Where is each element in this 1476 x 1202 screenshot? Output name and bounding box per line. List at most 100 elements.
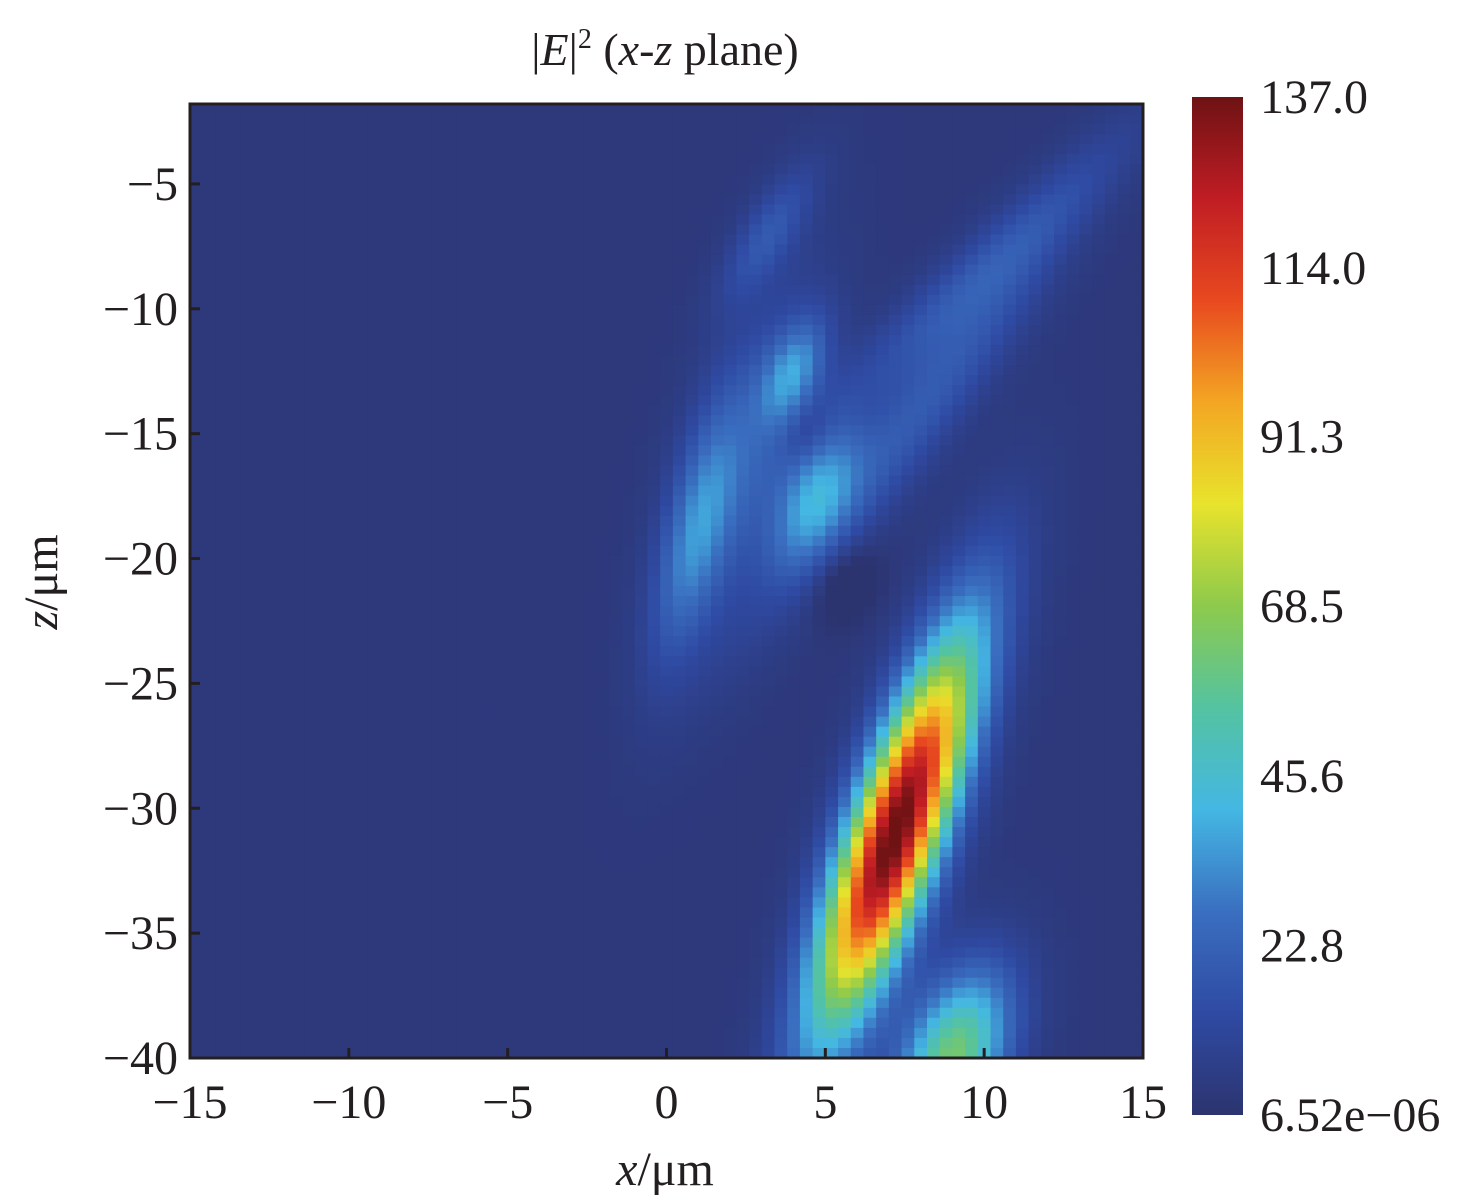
- heatmap-cell: [926, 656, 941, 667]
- heatmap-cell: [253, 565, 267, 577]
- heatmap-cell: [545, 636, 560, 647]
- heatmap-cell: [710, 395, 725, 406]
- heatmap-cell: [558, 124, 572, 135]
- heatmap-cell: [431, 515, 445, 527]
- heatmap-cell: [660, 234, 674, 246]
- heatmap-cell: [634, 736, 649, 748]
- heatmap-cell: [444, 264, 458, 276]
- heatmap-cell: [850, 726, 865, 738]
- heatmap-cell: [939, 495, 953, 507]
- heatmap-cell: [1117, 244, 1131, 256]
- heatmap-cell: [749, 114, 763, 125]
- heatmap-cell: [647, 234, 661, 246]
- heatmap-cell: [622, 756, 636, 768]
- heatmap-cell: [990, 465, 1004, 477]
- heatmap-cell: [622, 274, 636, 286]
- heatmap-cell: [672, 746, 687, 758]
- heatmap-cell: [710, 696, 725, 708]
- heatmap-cell: [622, 515, 636, 527]
- heatmap-cell: [736, 405, 750, 416]
- heatmap-cell: [317, 475, 331, 487]
- heatmap-cell: [888, 345, 903, 356]
- heatmap-cell: [342, 144, 356, 155]
- heatmap-cell: [456, 676, 471, 688]
- heatmap-cell: [1130, 435, 1143, 447]
- heatmap-cell: [952, 676, 966, 688]
- heatmap-cell: [583, 104, 598, 115]
- heatmap-cell: [507, 314, 521, 326]
- heatmap-cell: [367, 696, 382, 708]
- heatmap-cell: [507, 114, 521, 125]
- heatmap-cell: [939, 284, 953, 296]
- heatmap-cell: [939, 254, 953, 266]
- heatmap-cell: [240, 756, 255, 768]
- heatmap-cell: [685, 485, 699, 497]
- heatmap-cell: [901, 264, 915, 276]
- heatmap-cell: [571, 104, 585, 115]
- heatmap-cell: [1079, 435, 1093, 447]
- heatmap-cell: [876, 435, 890, 447]
- heatmap-cell: [558, 234, 572, 246]
- heatmap-cell: [888, 626, 903, 637]
- heatmap-cell: [571, 314, 585, 326]
- heatmap-cell: [1028, 104, 1042, 115]
- heatmap-cell: [799, 596, 814, 607]
- heatmap-cell: [558, 445, 572, 457]
- heatmap-cell: [1003, 575, 1017, 587]
- heatmap-cell: [406, 616, 420, 627]
- heatmap-cell: [838, 385, 852, 396]
- heatmap-cell: [507, 204, 521, 216]
- heatmap-cell: [1015, 204, 1030, 216]
- heatmap-cell: [1066, 756, 1081, 768]
- heatmap-cell: [761, 304, 776, 316]
- heatmap-cell: [634, 104, 649, 115]
- heatmap-cell: [761, 365, 776, 376]
- heatmap-cell: [787, 224, 801, 236]
- heatmap-cell: [863, 385, 877, 396]
- heatmap-cell: [1066, 345, 1081, 356]
- heatmap-cell: [418, 184, 433, 195]
- heatmap-cell: [240, 495, 255, 507]
- heatmap-cell: [266, 586, 280, 597]
- heatmap-cell: [215, 586, 229, 597]
- heatmap-cell: [609, 636, 623, 647]
- heatmap-cell: [888, 515, 903, 527]
- heatmap-cell: [774, 666, 788, 677]
- heatmap-cell: [494, 455, 509, 467]
- heatmap-cell: [1041, 465, 1055, 477]
- heatmap-cell: [190, 104, 204, 115]
- heatmap-cell: [876, 154, 890, 165]
- heatmap-cell: [1117, 154, 1131, 165]
- heatmap-cell: [736, 425, 750, 436]
- heatmap-cell: [583, 666, 598, 677]
- heatmap-cell: [1092, 736, 1106, 748]
- heatmap-cell: [418, 485, 433, 497]
- heatmap-cell: [291, 525, 305, 537]
- heatmap-cell: [609, 656, 623, 667]
- heatmap-cell: [1003, 545, 1017, 557]
- heatmap-cell: [749, 596, 763, 607]
- heatmap-cell: [1130, 324, 1143, 336]
- heatmap-cell: [583, 746, 598, 758]
- heatmap-cell: [393, 224, 407, 236]
- heatmap-cell: [190, 666, 204, 677]
- heatmap-cell: [647, 696, 661, 708]
- heatmap-cell: [990, 555, 1004, 567]
- heatmap-cell: [926, 616, 941, 627]
- heatmap-cell: [533, 214, 547, 226]
- heatmap-cell: [672, 455, 687, 467]
- heatmap-cell: [444, 334, 458, 346]
- heatmap-cell: [342, 334, 356, 346]
- heatmap-cell: [431, 214, 445, 226]
- heatmap-cell: [558, 606, 572, 617]
- heatmap-cell: [622, 435, 636, 447]
- heatmap-cell: [431, 244, 445, 256]
- heatmap-cell: [1117, 706, 1131, 718]
- heatmap-cell: [774, 385, 788, 396]
- heatmap-cell: [507, 495, 521, 507]
- heatmap-cell: [710, 646, 725, 657]
- heatmap-cell: [431, 455, 445, 467]
- heatmap-cell: [355, 666, 369, 677]
- heatmap-cell: [558, 334, 572, 346]
- heatmap-cell: [558, 666, 572, 677]
